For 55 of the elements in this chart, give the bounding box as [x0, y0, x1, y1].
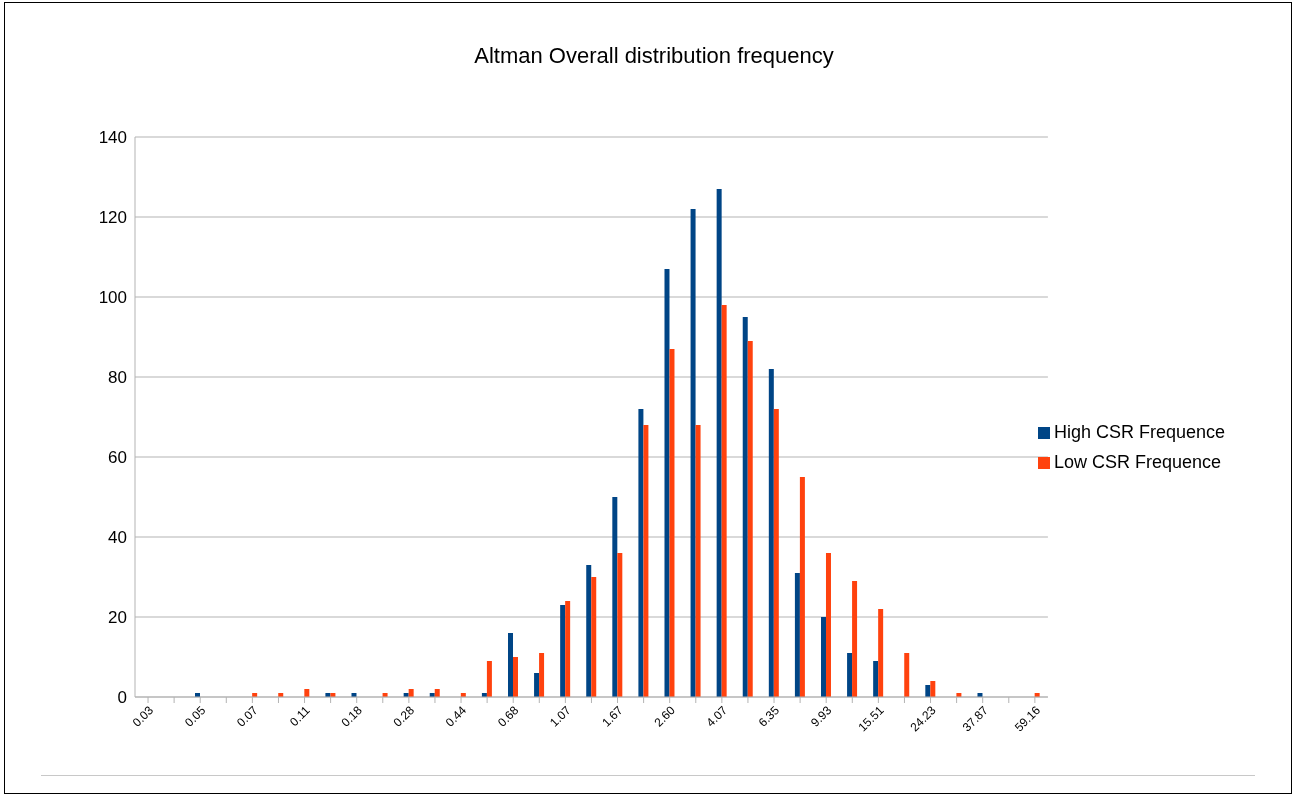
y-tick-label: 120: [98, 208, 127, 228]
bar: [507, 633, 513, 697]
bar: [612, 497, 618, 697]
legend-label: High CSR Frequence: [1053, 422, 1225, 442]
x-tick-label: 0.11: [286, 703, 313, 730]
bar: [716, 189, 722, 697]
bar: [794, 573, 800, 697]
bar: [643, 425, 649, 697]
bar: [560, 605, 566, 697]
y-tick-label: 20: [108, 608, 127, 628]
bar: [930, 681, 936, 697]
bar: [486, 661, 492, 697]
bar: [742, 317, 748, 697]
bar: [669, 349, 675, 697]
bar: [878, 609, 884, 697]
bar: [591, 577, 597, 697]
x-tick-label: 0.44: [442, 703, 470, 730]
bar: [664, 269, 670, 697]
bar: [825, 553, 831, 697]
bar: [512, 657, 518, 697]
bar: [721, 305, 727, 697]
bar: [768, 369, 774, 697]
x-tick-label: 0.03: [129, 703, 157, 730]
y-tick-label: 40: [108, 528, 127, 548]
bar: [773, 409, 779, 697]
bar: [690, 209, 696, 697]
bar: [695, 425, 701, 697]
x-tick-label: 0.07: [234, 703, 261, 730]
bar: [799, 477, 805, 697]
y-tick-label: 60: [108, 448, 127, 468]
bar: [820, 617, 826, 697]
x-tick-label: 0.28: [390, 703, 418, 730]
bar: [534, 673, 540, 697]
y-tick-label: 80: [108, 368, 127, 388]
chart-title: Altman Overall distribution frequency: [473, 43, 835, 69]
bar: [539, 653, 545, 697]
bar: [586, 565, 592, 697]
y-tick-label: 140: [98, 128, 127, 148]
x-tick-label: 0.18: [338, 703, 366, 730]
y-tick-label: 100: [98, 288, 127, 308]
x-tick-label: 0.68: [494, 703, 522, 730]
bar: [904, 653, 910, 697]
y-tick-label: 0: [117, 688, 127, 708]
bar: [638, 409, 644, 697]
bar: [747, 341, 753, 697]
legend-label: Low CSR Frequence: [1053, 452, 1221, 472]
bar: [617, 553, 623, 697]
x-tick-label: 0.05: [181, 703, 209, 730]
bar: [873, 661, 879, 697]
x-tick-label: 6.35: [755, 703, 783, 730]
bar: [925, 685, 931, 697]
bar: [847, 653, 853, 697]
bar: [852, 581, 858, 697]
x-tick-label: 4.07: [703, 703, 731, 730]
bar: [565, 601, 571, 697]
